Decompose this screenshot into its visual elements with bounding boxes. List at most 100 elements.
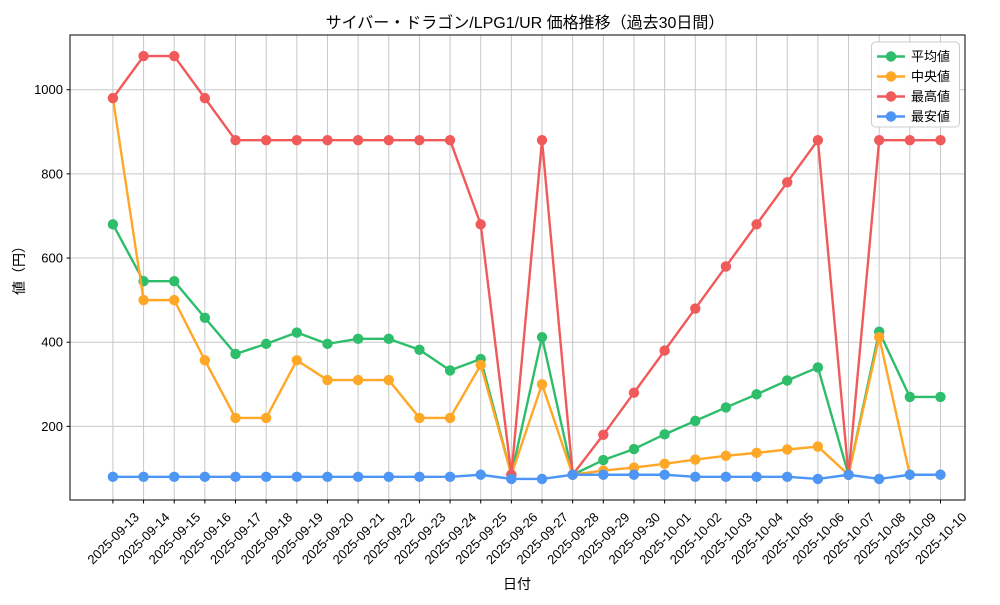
series-point-min [383, 471, 394, 483]
series-point-min [843, 469, 854, 480]
plot-border [69, 34, 966, 501]
series-point-min [322, 471, 333, 483]
series-point-median [291, 355, 303, 366]
series-point-min [536, 473, 548, 485]
legend-item-average: 平均値 [877, 49, 950, 64]
series-point-median [475, 359, 486, 371]
series-point-min [720, 471, 732, 483]
series-point-min [812, 473, 824, 485]
series-point-max [230, 135, 241, 146]
series-point-median [873, 331, 885, 343]
y-tick-label: 200 [41, 419, 63, 434]
series-point-max [598, 429, 609, 440]
series-point-average [935, 391, 946, 403]
series-point-median [782, 444, 793, 455]
legend-marker [885, 91, 897, 102]
series-point-average [904, 391, 916, 403]
series-point-max [291, 135, 303, 146]
legend-marker [885, 71, 897, 82]
series-point-average [536, 331, 548, 343]
series-max [107, 50, 946, 480]
series-point-median [352, 374, 364, 386]
series-point-average [782, 375, 793, 386]
series-point-max [659, 345, 670, 356]
series-point-average [169, 275, 180, 287]
legend-item-median: 中央値 [877, 69, 950, 84]
series-point-max [169, 50, 180, 62]
series-point-max [536, 135, 548, 146]
series-point-min [904, 469, 916, 480]
series-point-max [873, 135, 885, 146]
series-line-max [111, 54, 941, 476]
y-tick-label: 400 [41, 335, 63, 350]
series-point-median [536, 379, 548, 390]
series-point-max [414, 135, 425, 146]
series-point-average [383, 333, 394, 345]
series-point-average [690, 415, 701, 427]
legend-marker [885, 51, 897, 62]
series-point-average [659, 429, 670, 440]
series-point-median [322, 374, 333, 386]
series-point-min [475, 469, 486, 480]
series-point-min [598, 469, 609, 480]
series-min [107, 469, 946, 485]
series-point-average [598, 454, 609, 466]
series-point-min [199, 471, 211, 483]
series-point-max [751, 219, 762, 230]
series-point-min [873, 473, 885, 485]
series-point-max [199, 92, 211, 104]
series-point-min [782, 471, 793, 483]
series-point-min [414, 471, 425, 483]
series-point-average [107, 219, 119, 230]
series-point-min [260, 471, 272, 483]
series-point-max [812, 135, 824, 146]
series-point-min [291, 471, 303, 483]
series-point-average [414, 344, 425, 355]
series-point-min [751, 471, 762, 483]
series-point-median [720, 450, 732, 462]
series-point-average [812, 362, 824, 373]
series-point-median [690, 454, 701, 465]
series-point-average [230, 348, 241, 360]
series-point-average [444, 365, 456, 376]
series-line-average [111, 223, 941, 476]
series-point-max [383, 135, 394, 146]
series-point-median [414, 412, 425, 424]
series-point-average [322, 338, 333, 350]
series-point-max [690, 303, 701, 314]
series-point-max [720, 261, 732, 272]
series-point-median [812, 441, 824, 452]
series-point-max [904, 135, 916, 146]
series-point-min [169, 471, 180, 483]
series-point-median [383, 374, 394, 386]
series-point-median [199, 355, 211, 366]
series-point-min [506, 473, 517, 485]
series-point-average [199, 312, 211, 323]
series-point-max [782, 177, 793, 188]
series-point-median [444, 412, 456, 424]
series-point-average [751, 389, 762, 400]
series-point-max [475, 219, 486, 230]
y-tick-label: 1000 [34, 82, 63, 97]
series-line-median [111, 97, 941, 476]
series-point-max [107, 92, 119, 104]
legend-label: 平均値 [911, 49, 950, 64]
x-axis-label: 日付 [503, 576, 531, 592]
series-point-min [138, 471, 149, 483]
series-point-min [567, 469, 578, 480]
series-point-max [322, 135, 333, 146]
legend-item-min: 最安値 [877, 109, 950, 124]
series-point-median [659, 458, 670, 470]
series-point-average [291, 327, 303, 338]
grid-layer [70, 35, 965, 500]
series-point-median [169, 294, 180, 306]
legend-label: 最高値 [911, 89, 950, 104]
y-tick-label: 600 [41, 251, 63, 266]
series-point-min [935, 469, 946, 480]
series-line-min [112, 473, 941, 481]
y-axis-label: 値（円） [11, 239, 27, 295]
series-point-median [751, 447, 762, 459]
series-point-median [138, 294, 149, 306]
